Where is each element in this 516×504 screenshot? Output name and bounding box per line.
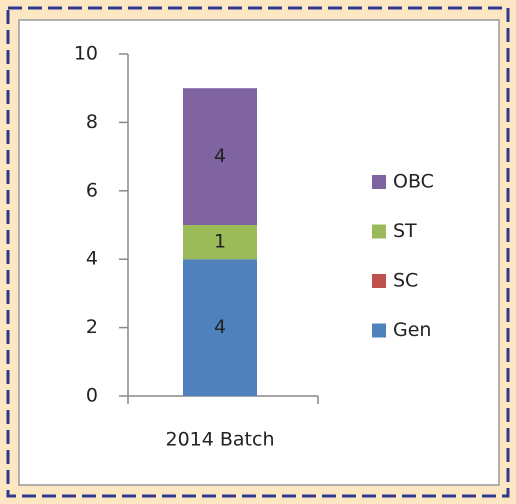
data-label: 4 [214, 145, 226, 167]
y-tick-label: 10 [74, 43, 98, 65]
legend-swatch [372, 175, 386, 189]
bar-segment [183, 225, 257, 260]
bar-segment [183, 259, 257, 396]
dashed-frame [6, 6, 510, 498]
y-tick-label: 4 [86, 248, 98, 270]
y-tick-label: 6 [86, 179, 98, 201]
legend-swatch [372, 224, 386, 239]
y-tick-label: 2 [86, 316, 98, 338]
plot-panel [18, 19, 500, 486]
legend-label: SC [393, 270, 418, 292]
legend-label: OBC [393, 171, 434, 193]
data-label: 1 [214, 231, 226, 253]
data-label: 4 [214, 316, 226, 338]
y-tick-label: 8 [86, 111, 98, 133]
legend-label: ST [393, 220, 417, 242]
legend-swatch [372, 323, 386, 338]
x-tick-label: 2014 Batch [165, 429, 274, 451]
legend-label: Gen [393, 319, 431, 341]
y-tick-label: 0 [86, 385, 98, 407]
bar-segment [183, 88, 257, 225]
legend-swatch [372, 274, 386, 288]
